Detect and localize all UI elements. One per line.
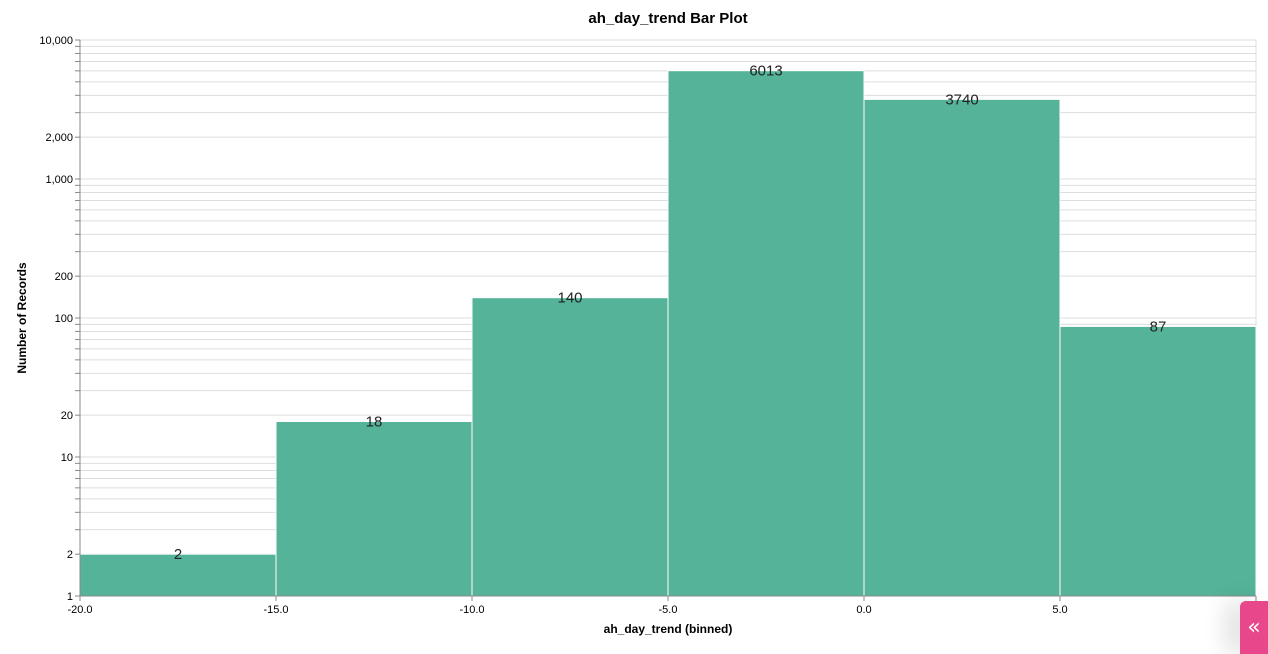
collapse-panel-button[interactable]: « xyxy=(1240,601,1268,654)
bar-2[interactable] xyxy=(471,297,669,597)
y-tick-label: 20 xyxy=(61,410,73,422)
y-tick-label: 10 xyxy=(61,452,73,464)
y-axis-title: Number of Records xyxy=(15,262,29,374)
bar-4[interactable] xyxy=(863,98,1061,597)
bar-data-label: 87 xyxy=(1150,318,1167,335)
bar-data-labels: 2 18 140 6013 3740 87 xyxy=(174,63,1167,563)
bar-3[interactable] xyxy=(667,70,865,597)
bar-data-label: 3740 xyxy=(945,91,978,108)
bar-data-label: 2 xyxy=(174,546,182,563)
bar-data-label: 6013 xyxy=(749,63,782,80)
x-tick-label: -15.0 xyxy=(263,604,288,616)
x-tick-label: -20.0 xyxy=(67,604,92,616)
x-axis-title: ah_day_trend (binned) xyxy=(604,622,733,636)
x-tick-label: -5.0 xyxy=(659,604,678,616)
bar-data-label: 18 xyxy=(366,414,383,431)
bar-1[interactable] xyxy=(275,421,473,597)
chart-title: ah_day_trend Bar Plot xyxy=(588,10,747,27)
bar-5[interactable] xyxy=(1059,325,1257,597)
bars xyxy=(79,70,1257,597)
y-tick-label: 1,000 xyxy=(45,174,73,186)
x-tick-label: 0.0 xyxy=(856,604,871,616)
x-axis: -20.0-15.0-10.0-5.00.05.010.0 xyxy=(67,595,1267,616)
y-tick-label: 1 xyxy=(67,591,73,603)
bar-data-label: 140 xyxy=(557,290,582,307)
x-tick-label: 5.0 xyxy=(1052,604,1067,616)
x-tick-label: -10.0 xyxy=(459,604,484,616)
y-tick-label: 100 xyxy=(55,313,73,325)
bar-0[interactable] xyxy=(79,553,277,597)
y-tick-label: 200 xyxy=(55,271,73,283)
y-tick-label: 2 xyxy=(67,549,73,561)
y-tick-label: 2,000 xyxy=(45,132,73,144)
y-tick-label: 10,000 xyxy=(39,35,73,47)
y-axis: 1 2 10 20 100 200 1,000 2,000 10,000 xyxy=(39,35,81,603)
